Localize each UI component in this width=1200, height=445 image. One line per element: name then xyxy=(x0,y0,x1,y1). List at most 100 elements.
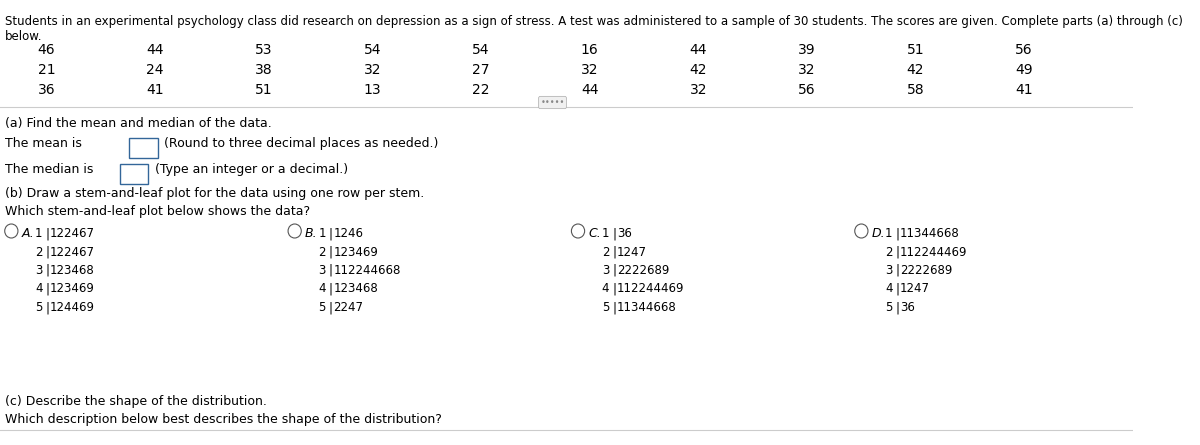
Text: 123469: 123469 xyxy=(50,283,95,295)
Text: 32: 32 xyxy=(364,63,382,77)
Text: 56: 56 xyxy=(798,83,816,97)
Text: |: | xyxy=(46,283,49,295)
Text: |: | xyxy=(612,283,616,295)
Text: |: | xyxy=(612,227,616,240)
Text: 41: 41 xyxy=(1015,83,1033,97)
Text: 122467: 122467 xyxy=(50,246,95,259)
Text: |: | xyxy=(329,246,332,259)
Text: 36: 36 xyxy=(900,301,914,314)
Text: 2: 2 xyxy=(318,246,326,259)
Text: D.: D. xyxy=(871,227,886,240)
Text: (Type an integer or a decimal.): (Type an integer or a decimal.) xyxy=(155,163,348,176)
Text: 124469: 124469 xyxy=(50,301,95,314)
Text: |: | xyxy=(612,246,616,259)
Text: (a) Find the mean and median of the data.: (a) Find the mean and median of the data… xyxy=(5,117,271,130)
Text: B.: B. xyxy=(305,227,318,240)
Text: |: | xyxy=(329,227,332,240)
Text: |: | xyxy=(895,301,899,314)
Text: 11344668: 11344668 xyxy=(617,301,677,314)
Text: |: | xyxy=(329,301,332,314)
Text: 123468: 123468 xyxy=(334,283,378,295)
Text: 21: 21 xyxy=(37,63,55,77)
Text: |: | xyxy=(46,227,49,240)
Text: |: | xyxy=(46,246,49,259)
Text: 56: 56 xyxy=(1015,43,1033,57)
Text: 32: 32 xyxy=(798,63,816,77)
Text: •••••: ••••• xyxy=(540,98,565,107)
Text: 1: 1 xyxy=(35,227,42,240)
Text: |: | xyxy=(329,283,332,295)
Text: 123469: 123469 xyxy=(334,246,378,259)
Text: 1247: 1247 xyxy=(900,283,930,295)
Text: 3: 3 xyxy=(318,264,326,277)
Text: Which stem-and-leaf plot below shows the data?: Which stem-and-leaf plot below shows the… xyxy=(5,205,310,218)
Text: 58: 58 xyxy=(907,83,924,97)
Text: 46: 46 xyxy=(37,43,55,57)
Text: 5: 5 xyxy=(35,301,42,314)
Text: 54: 54 xyxy=(473,43,490,57)
Text: 36: 36 xyxy=(37,83,55,97)
Text: 1: 1 xyxy=(601,227,610,240)
Text: 2247: 2247 xyxy=(334,301,364,314)
Text: C.: C. xyxy=(588,227,601,240)
Text: 112244668: 112244668 xyxy=(334,264,401,277)
Text: 51: 51 xyxy=(907,43,924,57)
Text: 24: 24 xyxy=(146,63,164,77)
Text: 1: 1 xyxy=(886,227,893,240)
Text: Students in an experimental psychology class did research on depression as a sig: Students in an experimental psychology c… xyxy=(5,15,1182,43)
Text: 112244469: 112244469 xyxy=(900,246,967,259)
Text: |: | xyxy=(895,264,899,277)
Text: 32: 32 xyxy=(690,83,707,97)
Text: 122467: 122467 xyxy=(50,227,95,240)
Text: 2: 2 xyxy=(35,246,42,259)
Text: 51: 51 xyxy=(256,83,272,97)
Text: 5: 5 xyxy=(886,301,893,314)
Text: 42: 42 xyxy=(690,63,707,77)
Text: 5: 5 xyxy=(602,301,610,314)
Text: |: | xyxy=(329,264,332,277)
Text: |: | xyxy=(46,264,49,277)
Text: 4: 4 xyxy=(886,283,893,295)
Text: |: | xyxy=(895,246,899,259)
Text: 41: 41 xyxy=(146,83,164,97)
Text: 1247: 1247 xyxy=(617,246,647,259)
Text: The mean is: The mean is xyxy=(5,137,82,150)
Text: (c) Describe the shape of the distribution.: (c) Describe the shape of the distributi… xyxy=(5,395,266,408)
Text: 44: 44 xyxy=(581,83,599,97)
Text: |: | xyxy=(895,283,899,295)
Text: (b) Draw a stem-and-leaf plot for the data using one row per stem.: (b) Draw a stem-and-leaf plot for the da… xyxy=(5,187,424,200)
Text: The median is: The median is xyxy=(5,163,94,176)
Text: 123468: 123468 xyxy=(50,264,95,277)
Text: 3: 3 xyxy=(886,264,893,277)
Text: 2222689: 2222689 xyxy=(617,264,670,277)
Text: 1: 1 xyxy=(318,227,326,240)
Text: 39: 39 xyxy=(798,43,816,57)
Text: 5: 5 xyxy=(318,301,326,314)
Text: Which description below best describes the shape of the distribution?: Which description below best describes t… xyxy=(5,413,442,426)
Text: 4: 4 xyxy=(35,283,42,295)
Text: 2: 2 xyxy=(601,246,610,259)
Text: 22: 22 xyxy=(473,83,490,97)
Text: 112244469: 112244469 xyxy=(617,283,684,295)
FancyBboxPatch shape xyxy=(120,163,149,183)
FancyBboxPatch shape xyxy=(130,138,157,158)
Text: A.: A. xyxy=(22,227,35,240)
Text: |: | xyxy=(895,227,899,240)
Text: (Round to three decimal places as needed.): (Round to three decimal places as needed… xyxy=(164,137,439,150)
Text: 1246: 1246 xyxy=(334,227,364,240)
Text: |: | xyxy=(612,301,616,314)
Text: 11344668: 11344668 xyxy=(900,227,960,240)
Text: 13: 13 xyxy=(364,83,382,97)
Text: 38: 38 xyxy=(256,63,272,77)
Text: 3: 3 xyxy=(35,264,42,277)
Text: 16: 16 xyxy=(581,43,599,57)
Text: 53: 53 xyxy=(256,43,272,57)
Text: 44: 44 xyxy=(690,43,707,57)
Text: 2: 2 xyxy=(886,246,893,259)
Text: 32: 32 xyxy=(581,63,599,77)
Text: 4: 4 xyxy=(601,283,610,295)
Text: 36: 36 xyxy=(617,227,631,240)
Text: 44: 44 xyxy=(146,43,164,57)
Text: 27: 27 xyxy=(473,63,490,77)
Text: |: | xyxy=(46,301,49,314)
